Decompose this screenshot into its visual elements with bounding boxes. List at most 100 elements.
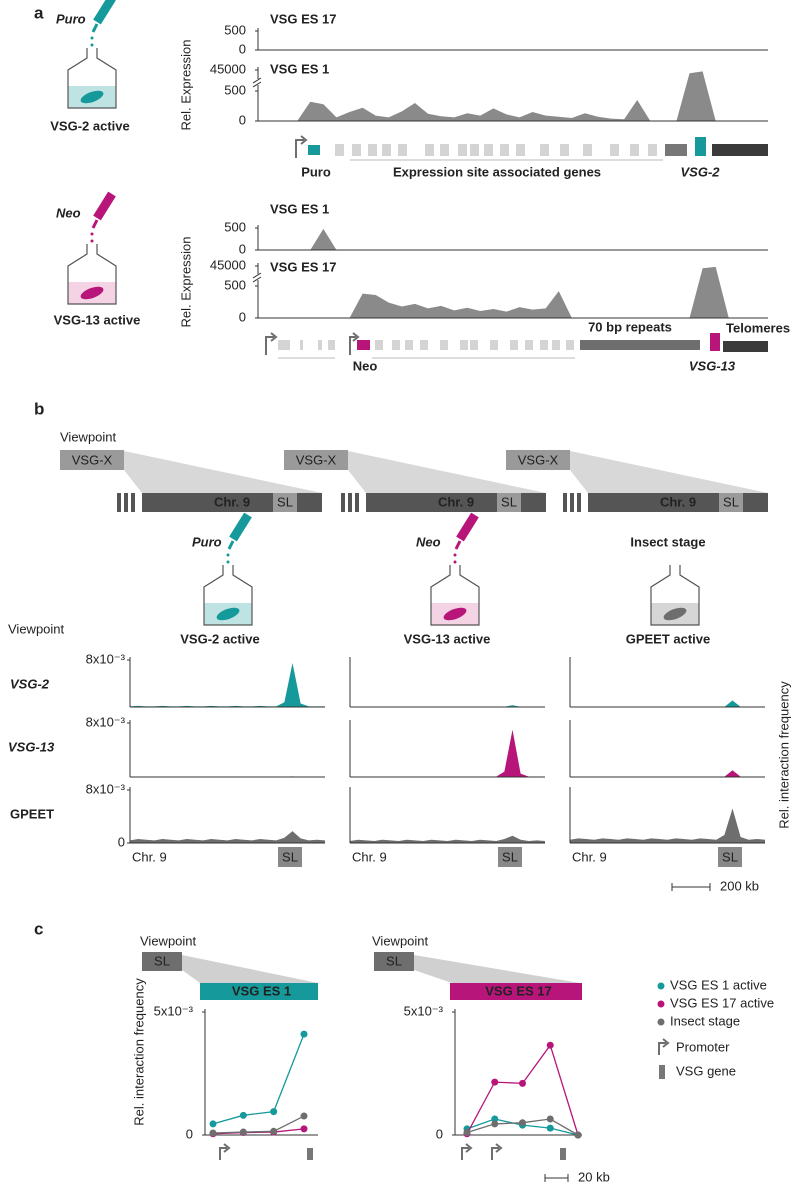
sl-box [273, 493, 297, 512]
es-gene [352, 144, 361, 156]
data-point [209, 1129, 217, 1137]
state-label: VSG-2 active [50, 118, 130, 133]
promoter-arrow [265, 336, 274, 355]
drug-label: Neo [56, 205, 81, 220]
es-gene [490, 340, 498, 350]
promoter-arrow [219, 1147, 227, 1160]
data-point [300, 1112, 308, 1120]
drop [226, 560, 230, 564]
data-point [491, 1115, 499, 1123]
sl-box [719, 493, 743, 512]
parasite [663, 607, 687, 621]
y-axis-title: Rel. Expression [178, 236, 193, 327]
parasite [443, 607, 467, 621]
parasite [216, 607, 240, 621]
sl-label: SL [154, 953, 170, 968]
viewpoint-zoom [348, 451, 546, 493]
legend-label: VSG gene [676, 1063, 736, 1078]
es-gene [382, 144, 391, 156]
promoter-arrowhead [495, 1143, 503, 1153]
track-title: VSG ES 17 [270, 11, 336, 26]
y-tick-label: 500 [224, 277, 246, 292]
track-title: VSG ES 17 [270, 259, 336, 274]
state-label: VSG-13 active [54, 312, 141, 327]
axis-break-gap [253, 274, 263, 280]
axis-break [252, 77, 262, 84]
sl-label: SL [386, 953, 402, 968]
es-gene [278, 340, 290, 350]
es-gene [392, 340, 400, 350]
data-point [546, 1124, 554, 1132]
y-tick-label: 0 [239, 112, 246, 127]
y-tick-label: 45000 [210, 61, 246, 76]
row-label: VSG-13 [8, 739, 55, 754]
signal-area [350, 729, 545, 777]
drop [226, 553, 230, 557]
viewpoint-zoom [124, 451, 322, 493]
repeat-stripe [117, 493, 121, 512]
drop [453, 553, 457, 557]
repeat-stripe [355, 493, 359, 512]
repeat-stripe [570, 493, 574, 512]
vsg-gene [695, 137, 706, 156]
pipette [456, 512, 479, 542]
legend-marker [657, 982, 665, 990]
drop [90, 239, 94, 243]
promoter-arrow [295, 139, 304, 158]
es-gene [328, 340, 335, 350]
es-gene [484, 144, 493, 156]
series-line [212, 1115, 305, 1134]
promoter-arrowhead [270, 332, 278, 342]
es-gene [425, 144, 434, 156]
y-tick-label: 0 [186, 1126, 193, 1141]
chart-title: VSG ES 17 [485, 983, 551, 998]
gene-label: Telomeres [726, 320, 790, 335]
promoter-arrow [461, 1147, 469, 1160]
chart-title: VSG ES 1 [232, 983, 291, 998]
legend-marker [657, 1018, 665, 1026]
y-tick-label: 5x10⁻³ [154, 1003, 194, 1018]
promoter-arrowhead [352, 332, 360, 342]
drug-label: Neo [416, 534, 441, 549]
y-axis-title: Rel. interaction frequency [131, 978, 146, 1126]
axis-break-gap [253, 79, 263, 85]
data-point [209, 1120, 217, 1128]
track-title: VSG ES 1 [270, 61, 329, 76]
chromosome-label: Chr. 9 [438, 494, 474, 509]
drug-label: Insect stage [630, 534, 705, 549]
y-tick-label: 500 [224, 219, 246, 234]
sl-label: SL [502, 849, 518, 864]
es-gene [630, 144, 639, 156]
viewpoint-box-label: VSG-X [518, 452, 559, 467]
pipette-tip [227, 540, 235, 550]
es-gene [440, 144, 449, 156]
row-label: VSG-2 [10, 676, 50, 691]
legend-label: Insect stage [670, 1013, 740, 1028]
es-gene [300, 340, 303, 350]
flask [203, 565, 253, 626]
viewpoint-zoom [414, 955, 580, 983]
chromosome-label: Chr. 9 [214, 494, 250, 509]
signal-area [130, 831, 325, 843]
title-box [200, 983, 318, 1000]
axis-break [252, 276, 262, 283]
y-tick-label: 500 [224, 82, 246, 97]
sl-label: SL [282, 849, 298, 864]
axis-break [252, 272, 262, 279]
viewpoint-label: Viewpoint [60, 429, 117, 444]
viewpoint-label: Viewpoint [372, 933, 429, 948]
signal-area [130, 662, 325, 707]
flask [650, 565, 700, 626]
es-gene [552, 340, 560, 350]
es-gene [368, 144, 377, 156]
data-point [546, 1041, 554, 1049]
flask [430, 565, 480, 626]
repeat-stripe [577, 493, 581, 512]
state-label: GPEET active [626, 631, 711, 646]
gene-label: Puro [301, 164, 331, 179]
es-gene [405, 340, 413, 350]
row-header: Viewpoint [8, 621, 65, 636]
signal-area [570, 700, 765, 707]
promoter-arrow [349, 336, 356, 355]
